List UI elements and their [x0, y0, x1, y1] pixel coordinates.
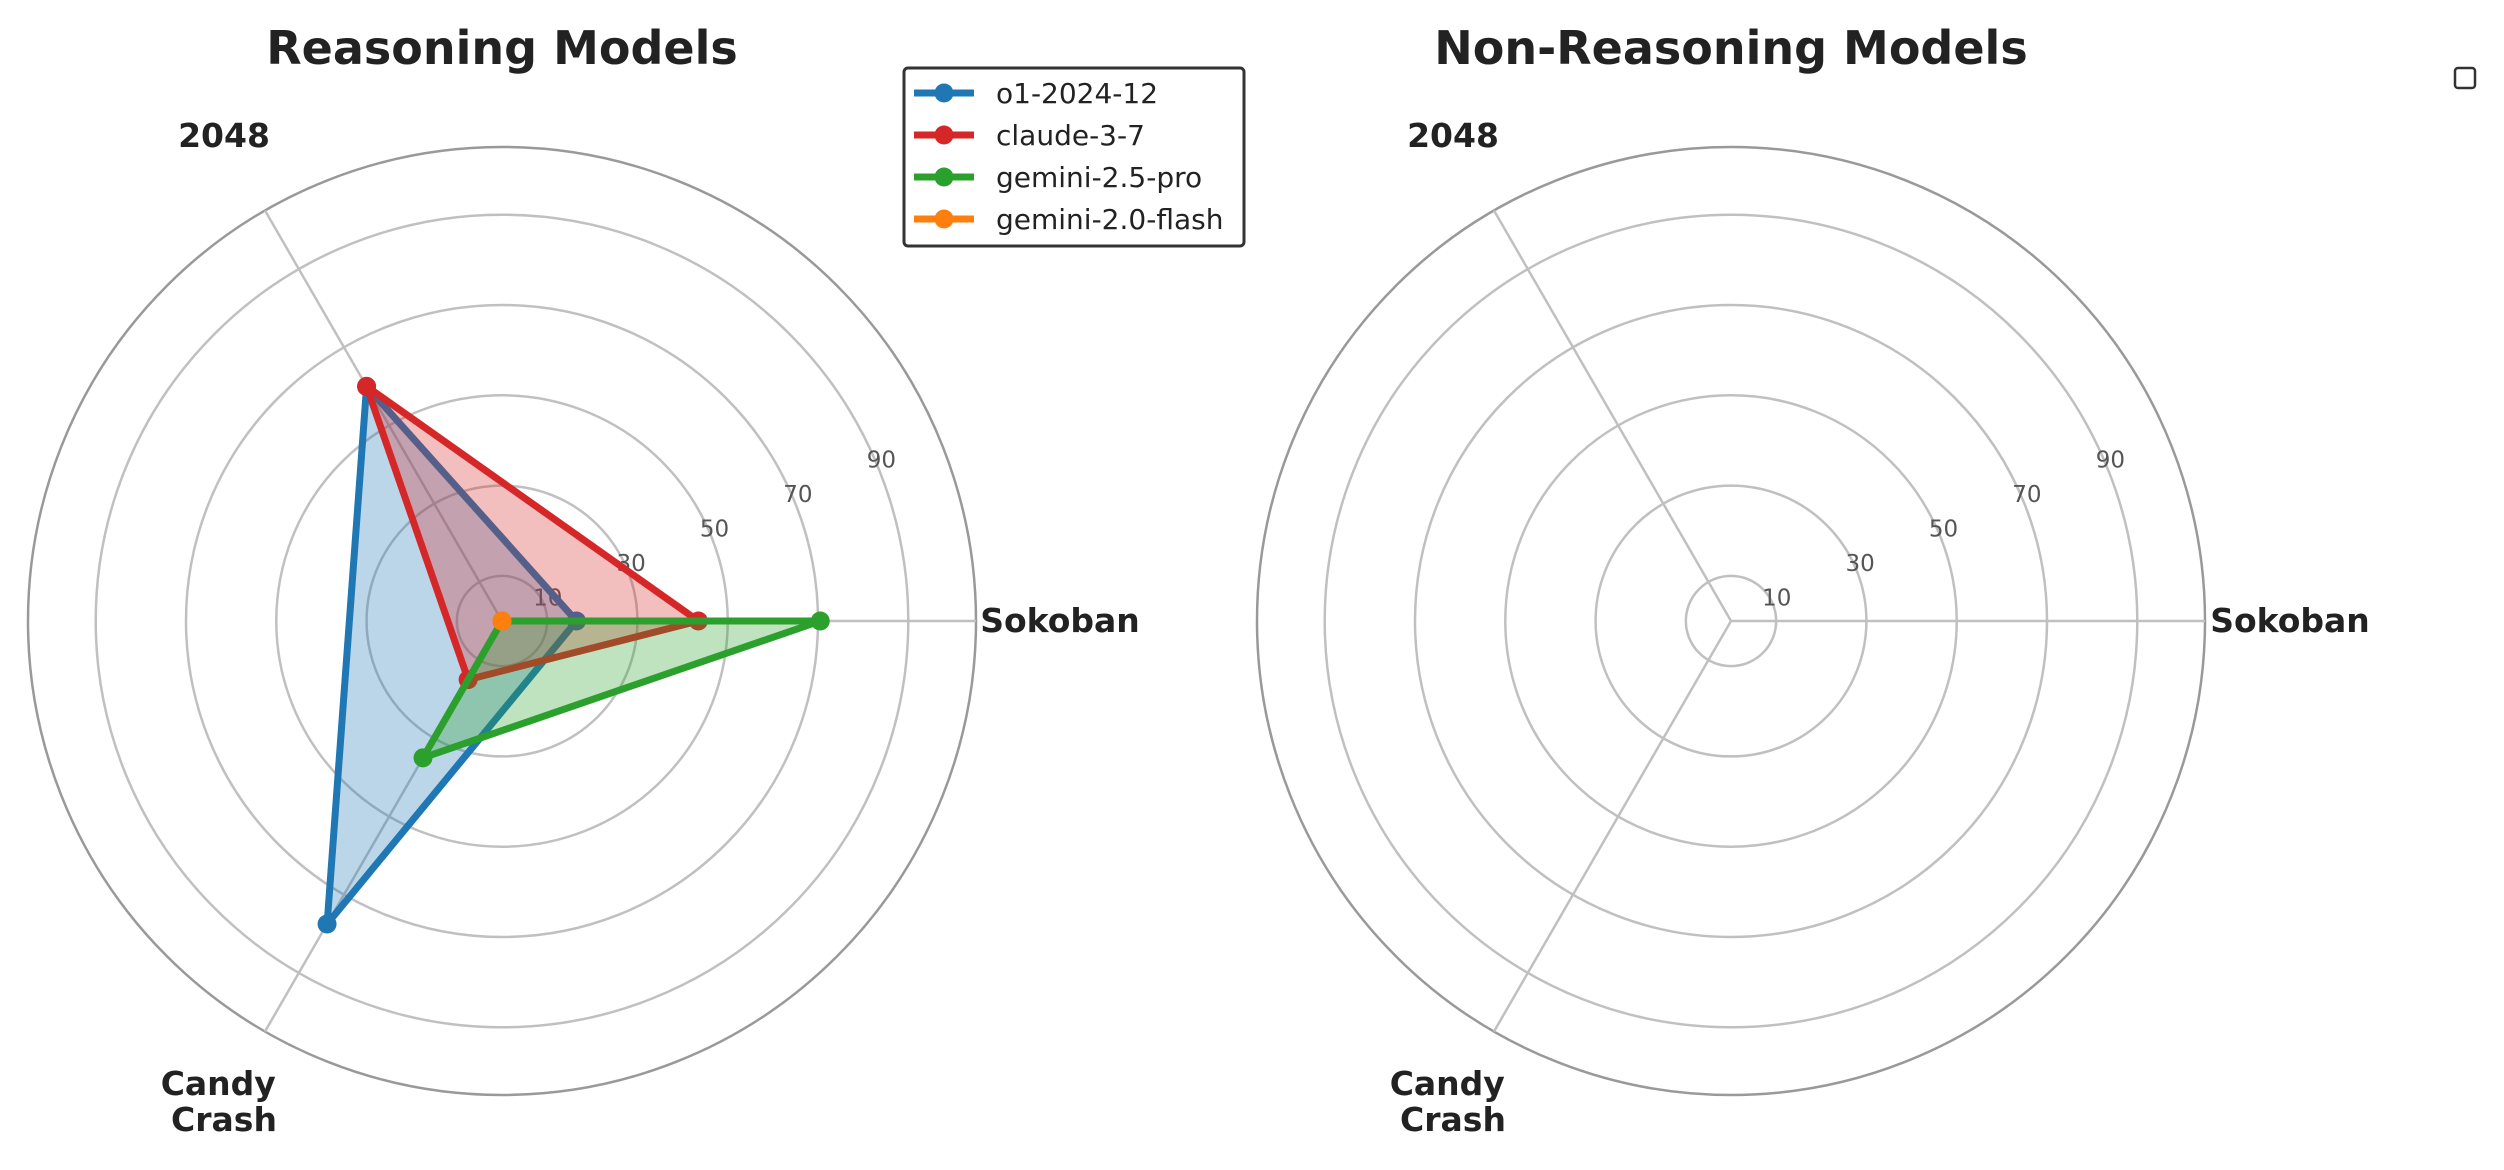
tick-label: 50: [1929, 517, 1958, 543]
legend-swatch-marker: [934, 125, 954, 145]
data-point: [357, 376, 377, 396]
series-line: [363, 382, 702, 684]
legend-swatch-marker: [934, 167, 954, 187]
axis-label-sokoban: Sokoban: [2210, 601, 2370, 640]
axis-label-2048: 2048: [1407, 116, 1499, 155]
legend-swatch-marker: [934, 83, 954, 103]
tick-label: 50: [700, 517, 729, 543]
legend-label: gemini-2.5-pro: [996, 161, 1202, 194]
axis-label-2048: 2048: [178, 116, 270, 155]
tick-label: 30: [1845, 551, 1874, 577]
axis-label-candy-crash-line-2: Crash: [171, 1100, 277, 1139]
legend-label: gemini-2.0-flash: [996, 203, 1223, 236]
radar-grid: [1255, 145, 2207, 1097]
axis-spoke: [263, 209, 504, 622]
axis-spoke: [1492, 620, 1733, 1033]
series-area: [327, 386, 577, 924]
legend-frame: [902, 66, 1246, 248]
data-point: [810, 611, 830, 631]
tick-label: 90: [867, 448, 896, 474]
axis-label-candy-crash: Candy Crash: [161, 1064, 288, 1139]
data-point: [413, 748, 433, 768]
axis-label-sokoban: Sokoban: [980, 601, 1140, 640]
tick-label: 10: [1762, 586, 1791, 612]
legend-swatch-marker: [934, 209, 954, 229]
data-point: [317, 914, 337, 934]
data-point: [492, 611, 512, 631]
axis-label-candy-crash-line-2: Crash: [1400, 1100, 1506, 1139]
tick-label: 90: [2096, 448, 2125, 474]
chart-title: Non-Reasoning Models: [1434, 21, 2027, 75]
tick-label: 70: [2012, 482, 2041, 508]
series-line: [419, 617, 824, 762]
axis-label-candy-crash: Candy Crash: [1390, 1064, 1517, 1139]
axis-label-candy-crash-line-1: Candy: [161, 1064, 276, 1103]
legend-label: o1-2024-12: [996, 77, 1158, 110]
legend-label: claude-3-7: [996, 119, 1145, 152]
axis-label-candy-crash-line-1: Candy: [1390, 1064, 1505, 1103]
chart-title: Reasoning Models: [266, 21, 738, 75]
tick-label: 70: [783, 482, 812, 508]
legend-items: o1-2024-12 claude-3-7 gemini-2.5-pro gemini…: [914, 77, 1223, 236]
series-line: [323, 382, 580, 928]
series-group: [317, 376, 830, 934]
series-area: [366, 386, 699, 680]
radial-tick-labels: 10 30 50 70 90: [1762, 448, 2125, 612]
axis-spoke: [1492, 209, 1733, 622]
legend: o1-2024-12 claude-3-7 gemini-2.5-pro gemini…: [902, 66, 1246, 248]
empty-legend-box: [2453, 66, 2477, 90]
